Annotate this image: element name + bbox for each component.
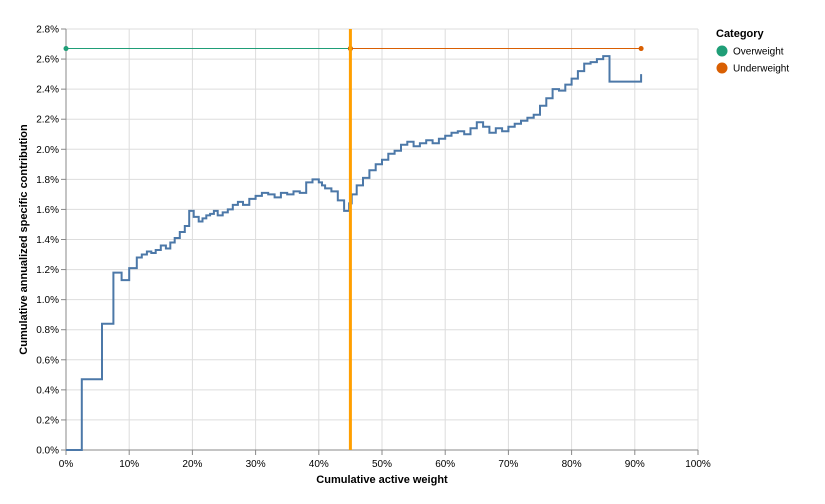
x-tick-label: 30% (246, 459, 266, 470)
grid (65, 28, 699, 451)
legend-label-underweight: Underweight (733, 64, 789, 75)
x-tick-label: 60% (435, 459, 455, 470)
x-tick-label: 20% (182, 459, 202, 470)
y-tick-label: 0.8% (36, 325, 59, 336)
y-tick-label: 0.0% (36, 446, 59, 457)
y-tick-label: 0.6% (36, 355, 59, 366)
y-tick-label: 2.6% (36, 55, 59, 66)
y-tick-label: 1.6% (36, 205, 59, 216)
x-tick-label: 10% (119, 459, 139, 470)
legend-swatch-underweight (716, 62, 728, 74)
legend-label-overweight: Overweight (733, 47, 784, 58)
x-tick-label: 90% (625, 459, 645, 470)
y-tick-label: 0.4% (36, 385, 59, 396)
y-tick-label: 2.2% (36, 115, 59, 126)
x-tick-label: 50% (372, 459, 392, 470)
x-tick-label: 80% (562, 459, 582, 470)
x-tick-label: 100% (685, 459, 711, 470)
x-tick-label: 70% (498, 459, 518, 470)
y-tick-label: 2.0% (36, 145, 59, 156)
x-axis-title: Cumulative active weight (316, 474, 448, 486)
y-axis-title: Cumulative annualized specific contribut… (18, 124, 30, 355)
legend-swatch-overweight (716, 45, 728, 57)
y-tick-label: 1.0% (36, 295, 59, 306)
x-tick-label: 40% (309, 459, 329, 470)
legend: Category Overweight Underweight (716, 28, 789, 75)
axes: 0% 10% 20% 30% 40% 50% 60% 70% 80% 90% 100% 0.0% 0.2… (36, 25, 711, 471)
y-tick-label: 0.2% (36, 415, 59, 426)
overweight-point (63, 46, 69, 52)
underweight-point (638, 46, 644, 52)
cumulative-contribution-line (66, 55, 643, 451)
series (63, 29, 644, 451)
y-tick-label: 2.4% (36, 85, 59, 96)
y-tick-label: 1.4% (36, 235, 59, 246)
x-tick-label: 0% (59, 459, 74, 470)
y-tick-label: 2.8% (36, 25, 59, 36)
y-tick-label: 1.2% (36, 265, 59, 276)
y-tick-label: 1.8% (36, 175, 59, 186)
legend-title: Category (716, 28, 765, 40)
